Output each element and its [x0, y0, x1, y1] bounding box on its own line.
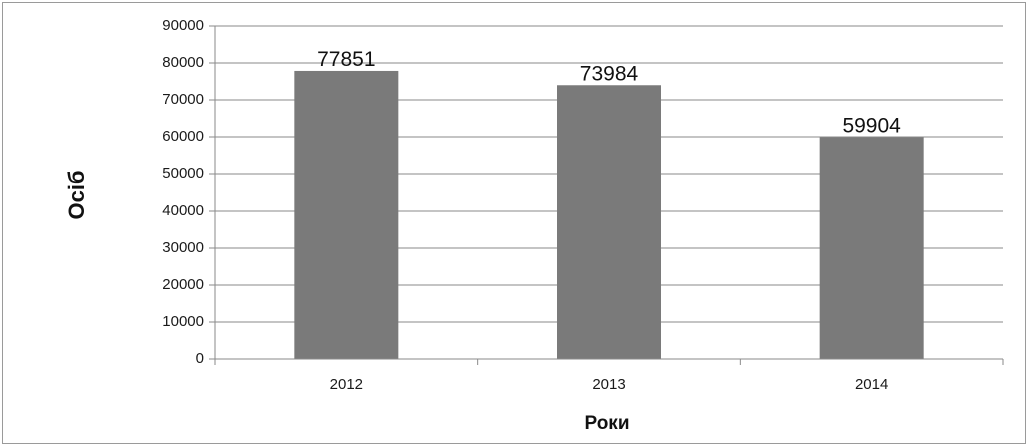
- y-tick-label: 50000: [162, 165, 204, 182]
- y-tick-label: 30000: [162, 239, 204, 256]
- y-tick-label: 80000: [162, 54, 204, 71]
- bar-2013: [557, 85, 661, 359]
- data-label: 59904: [842, 114, 901, 137]
- x-tick-label: 2014: [855, 376, 888, 393]
- x-tick-label: 2012: [330, 376, 363, 393]
- y-tick-label: 70000: [162, 91, 204, 108]
- bar-2014: [819, 137, 924, 359]
- data-labels: 77851 73984 59904: [317, 48, 901, 137]
- y-tick-label: 20000: [162, 276, 204, 293]
- x-axis-ticks: 2012 2013 2014: [214, 359, 1004, 393]
- x-tick-label: 2013: [592, 376, 625, 393]
- y-tick-label: 10000: [162, 313, 204, 330]
- y-axis-title: Осіб: [64, 170, 89, 219]
- x-axis-title: Роки: [585, 413, 630, 434]
- y-tick-label: 0: [196, 350, 204, 367]
- bars: [294, 70, 924, 360]
- y-tick-label: 40000: [162, 202, 204, 219]
- y-axis-ticks: 0 10000 20000 30000 40000 50000 60000 70000 8000…: [162, 17, 215, 367]
- data-label: 77851: [317, 48, 375, 71]
- y-tick-label: 90000: [162, 17, 204, 34]
- data-label: 73984: [580, 62, 639, 85]
- y-tick-label: 60000: [162, 128, 204, 145]
- bar-2012: [294, 70, 399, 360]
